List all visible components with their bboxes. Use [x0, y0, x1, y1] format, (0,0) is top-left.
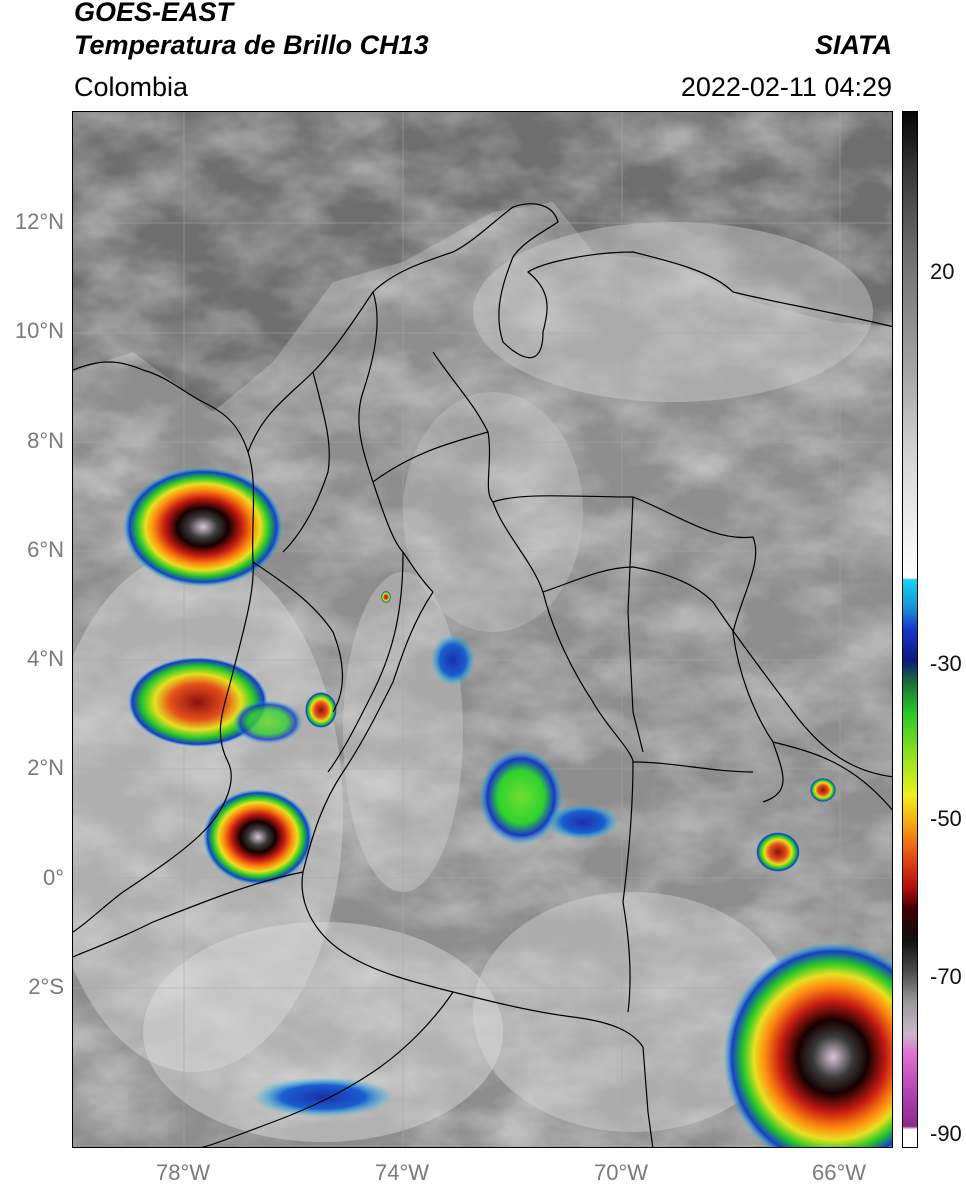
colorbar-tick: -30: [930, 651, 962, 676]
colorbar-tick: -50: [930, 806, 962, 831]
lat-label: 6°N: [27, 537, 64, 562]
lon-label: 78°W: [155, 1160, 211, 1185]
borders: [73, 203, 892, 1147]
lon-label: 74°W: [374, 1160, 430, 1185]
lon-label: 66°W: [811, 1160, 867, 1185]
lon-label: 70°W: [593, 1160, 649, 1185]
colorbar-tick: -90: [930, 1121, 962, 1146]
lat-label: 0°: [42, 865, 64, 890]
lat-label: 12°N: [14, 209, 64, 234]
colorbar-tick: 20: [930, 259, 955, 284]
datetime-label: 2022-02-11 04:29: [680, 72, 892, 102]
agency-label: SIATA: [815, 30, 892, 60]
satellite-map: [72, 111, 893, 1148]
cloud-texture: [73, 112, 892, 1147]
colorbar-tick: -70: [930, 964, 962, 989]
lat-label: 10°N: [14, 318, 64, 343]
lat-label: 2°N: [27, 755, 64, 780]
satellite-title: GOES-EAST: [74, 0, 234, 27]
product-title: Temperatura de Brillo CH13: [74, 30, 429, 60]
lat-label: 2°S: [28, 974, 64, 999]
lat-label: 4°N: [27, 646, 64, 671]
region-label: Colombia: [74, 72, 189, 102]
lat-label: 8°N: [27, 428, 64, 453]
convective-storms: [123, 467, 892, 1147]
colorbar: [902, 111, 918, 1148]
